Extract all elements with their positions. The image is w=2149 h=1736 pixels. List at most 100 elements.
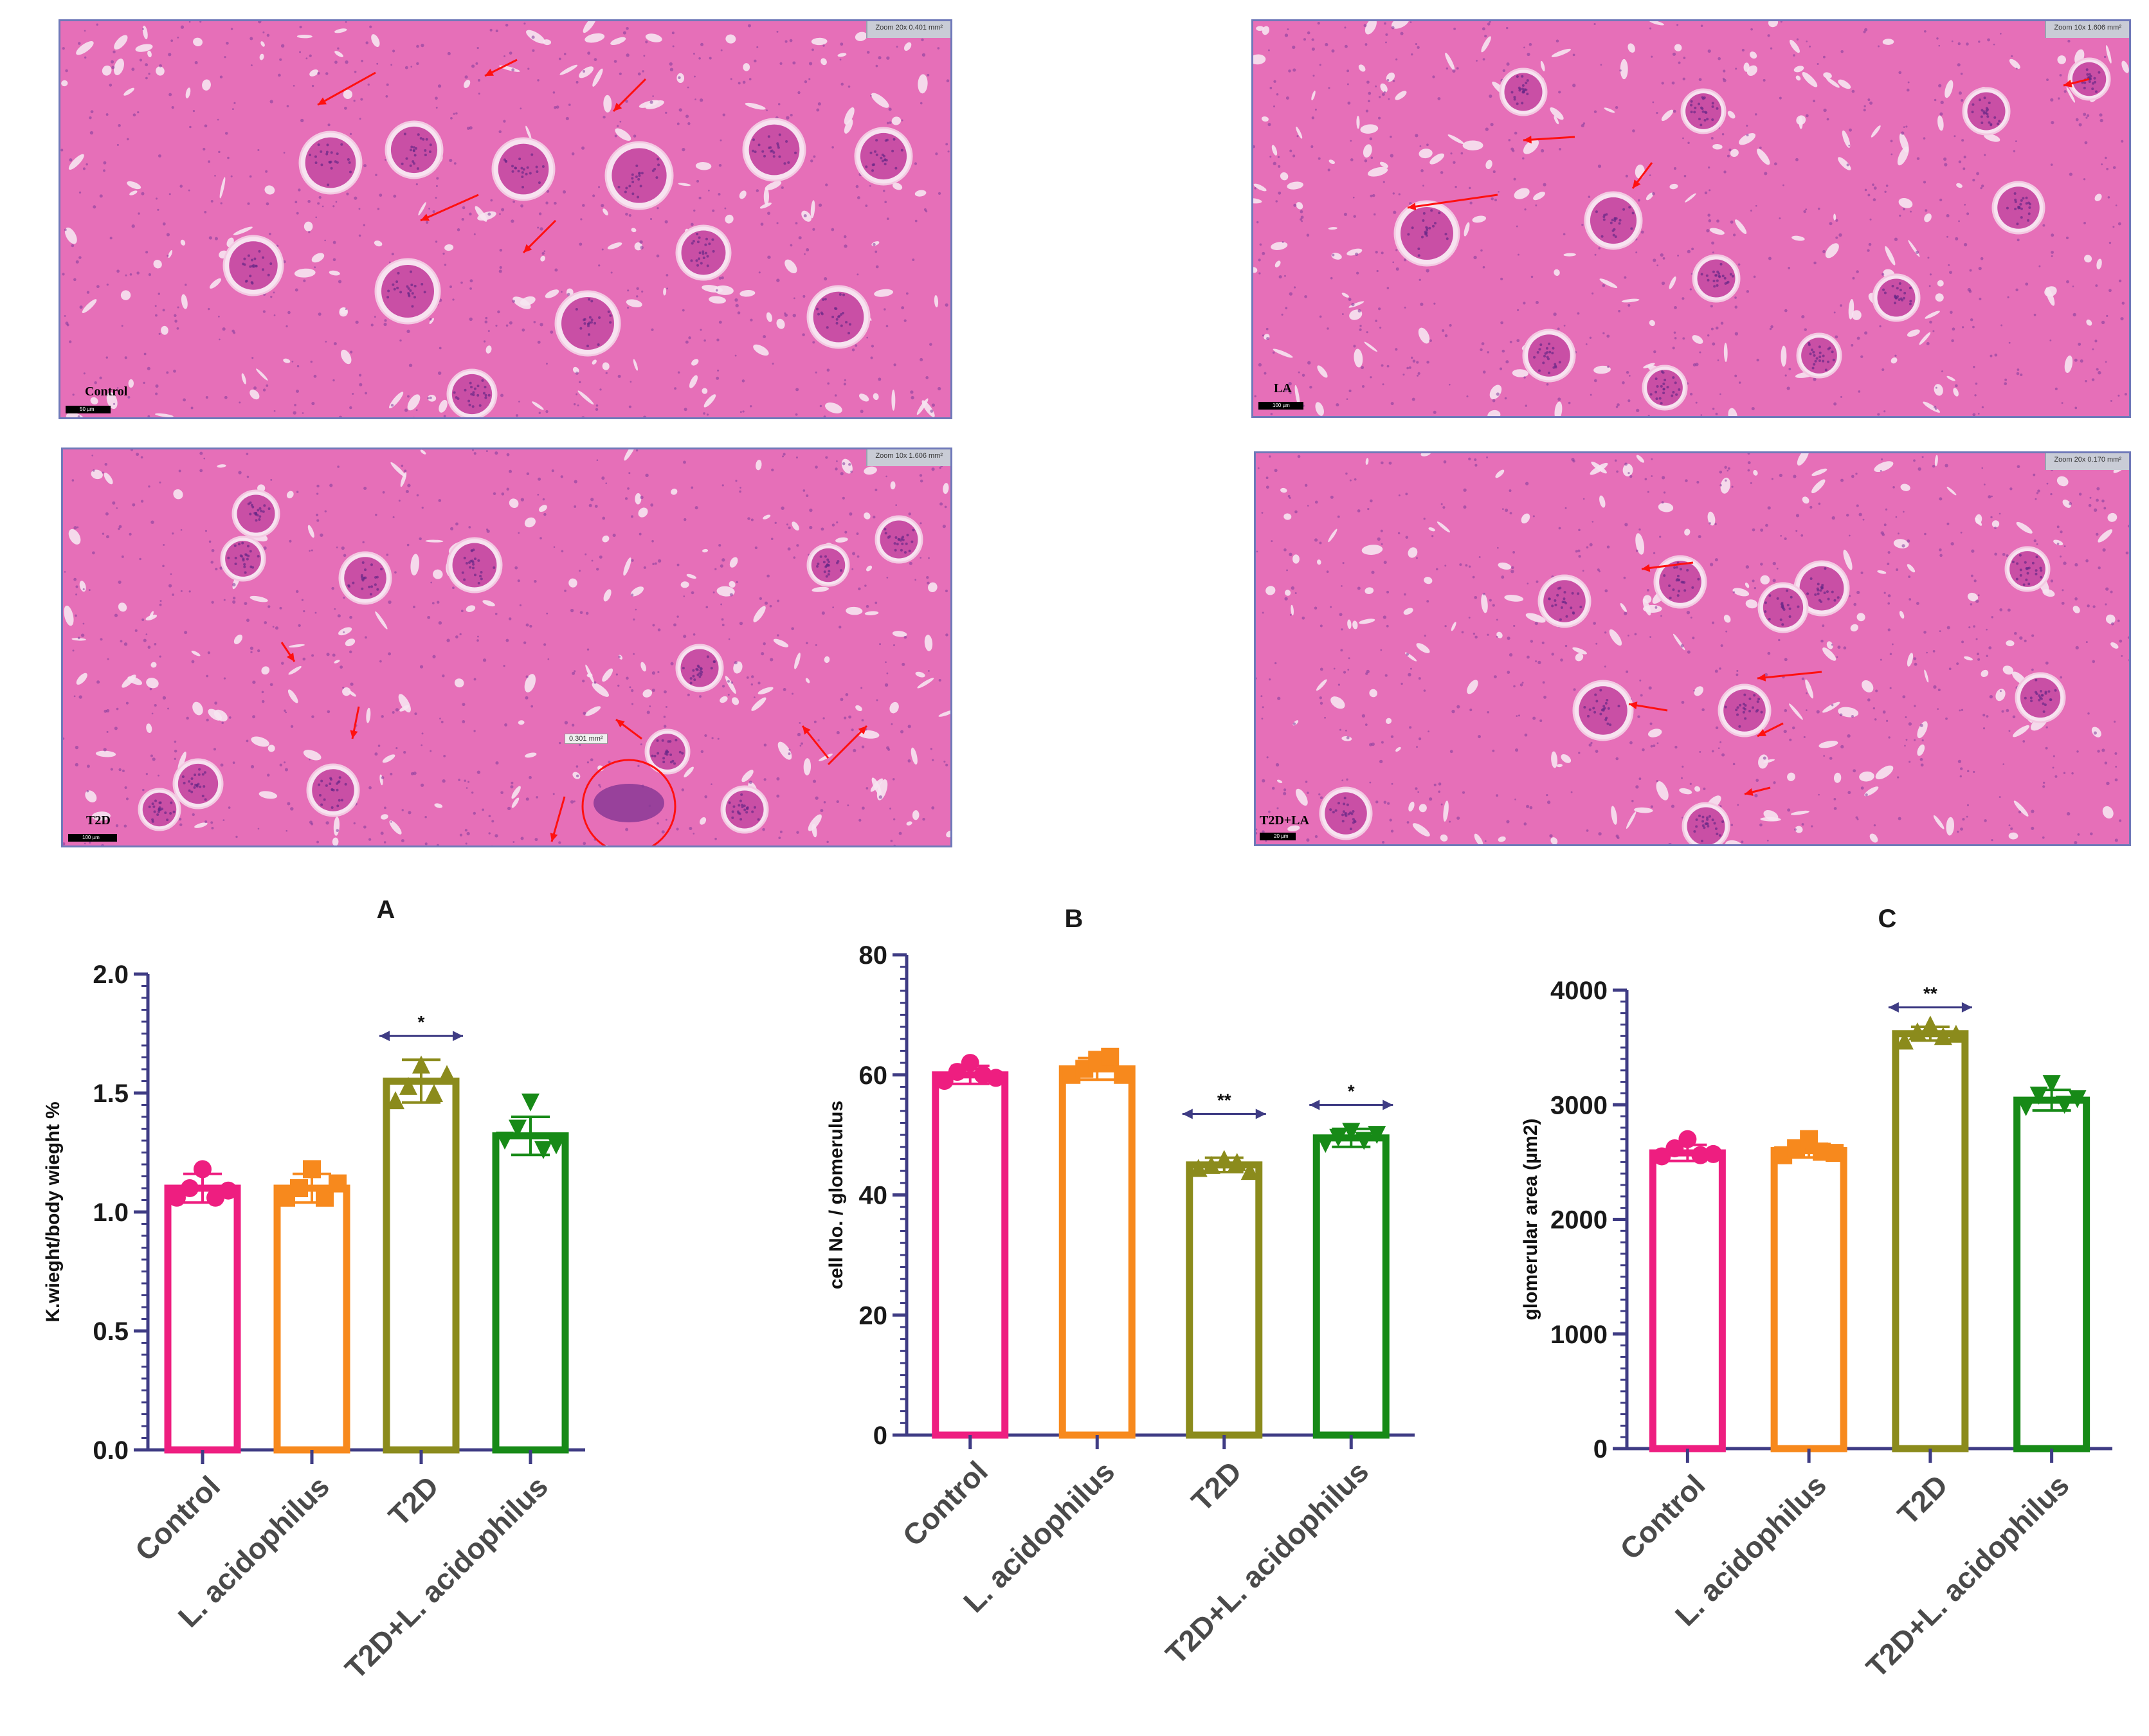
- nucleus-dot: [281, 662, 284, 665]
- tubule-lumen: [1805, 679, 1814, 699]
- tubule-lumen: [1554, 269, 1560, 276]
- nucleus-dot: [625, 100, 628, 103]
- nucleus-dot: [1438, 790, 1440, 793]
- tubule-lumen: [1481, 593, 1488, 613]
- nucleus-dot: [691, 486, 694, 489]
- glomerulus-nucleus: [778, 155, 781, 158]
- nucleus-dot: [2011, 55, 2013, 57]
- nucleus-dot: [1994, 526, 1997, 529]
- tubule-lumen: [597, 765, 604, 772]
- nucleus-dot: [714, 837, 717, 840]
- tubule-lumen: [1967, 592, 1979, 602]
- nucleus-dot: [2046, 78, 2049, 81]
- nucleus-dot: [914, 219, 918, 222]
- nucleus-dot: [615, 673, 618, 676]
- tubule-lumen: [729, 557, 738, 568]
- tubule-lumen: [892, 631, 907, 637]
- y-tick-label: 1.0: [93, 1198, 129, 1227]
- nucleus-dot: [2105, 603, 2107, 606]
- y-axis-label: cell No. / glomerulus: [826, 1101, 847, 1289]
- tubule-lumen: [1408, 801, 1415, 812]
- glomerulus-nucleus: [875, 139, 878, 142]
- nucleus-dot: [1348, 657, 1350, 660]
- glomerulus-nucleus: [2083, 81, 2087, 84]
- tubule-lumen: [2096, 258, 2102, 269]
- nucleus-dot: [487, 330, 490, 332]
- nucleus-dot: [1685, 479, 1688, 482]
- tubule-lumen: [1628, 43, 1635, 53]
- tubule-lumen: [2009, 59, 2020, 69]
- glomerulus-nucleus: [234, 562, 237, 565]
- tubule-lumen: [338, 627, 352, 636]
- tubule-lumen: [366, 707, 371, 723]
- glomerulus-nucleus: [1660, 402, 1663, 405]
- nucleus-dot: [1847, 734, 1851, 738]
- nucleus-dot: [1835, 219, 1838, 222]
- tubule-lumen: [702, 548, 709, 553]
- nucleus-dot: [896, 46, 898, 48]
- nucleus-dot: [1366, 80, 1370, 84]
- glomerulus-nucleus: [241, 541, 244, 545]
- glomerulus-nucleus: [1909, 302, 1912, 305]
- nucleus-dot: [72, 393, 75, 396]
- nucleus-dot: [1945, 464, 1948, 467]
- nucleus-dot: [1598, 247, 1600, 249]
- nucleus-dot: [1289, 292, 1293, 296]
- glomerulus-nucleus: [1558, 361, 1561, 364]
- glomerulus-nucleus: [671, 759, 675, 763]
- nucleus-dot: [435, 197, 437, 199]
- nucleus-dot: [73, 278, 77, 282]
- glomerulus-nucleus: [338, 776, 341, 779]
- nucleus-dot: [1557, 327, 1560, 330]
- glomerulus-nucleus: [181, 775, 185, 779]
- red-arrow-head: [550, 833, 558, 842]
- nucleus-dot: [469, 126, 473, 130]
- nucleus-dot: [220, 763, 224, 767]
- nucleus-dot: [533, 321, 536, 323]
- nucleus-dot: [1262, 334, 1265, 337]
- nucleus-dot: [432, 210, 435, 213]
- nucleus-dot: [178, 817, 182, 821]
- tubule-lumen: [399, 705, 410, 712]
- tubule-lumen: [1826, 641, 1833, 649]
- nucleus-dot: [1386, 365, 1390, 368]
- glomerulus-nucleus: [1760, 710, 1763, 714]
- tubule-lumen: [1822, 701, 1840, 713]
- nucleus-dot: [1865, 793, 1868, 797]
- tubule-lumen: [700, 817, 707, 825]
- nucleus-dot: [709, 57, 712, 60]
- nucleus-dot: [1589, 543, 1593, 547]
- nucleus-dot: [2110, 590, 2113, 593]
- nucleus-dot: [1593, 622, 1597, 625]
- nucleus-dot: [1787, 417, 1790, 418]
- nucleus-dot: [717, 737, 720, 740]
- nucleus-dot: [1261, 718, 1264, 720]
- glomerulus-nucleus: [368, 585, 371, 588]
- tubule-lumen: [821, 58, 827, 66]
- tubule-lumen: [518, 720, 525, 725]
- nucleus-dot: [335, 201, 338, 203]
- nucleus-dot: [2033, 473, 2036, 476]
- nucleus-dot: [930, 410, 934, 413]
- nucleus-dot: [1986, 628, 1988, 631]
- nucleus-dot: [665, 705, 667, 708]
- nucleus-dot: [1907, 81, 1910, 84]
- y-tick-label: 1.5: [93, 1080, 129, 1108]
- nucleus-dot: [1833, 311, 1836, 314]
- glomerulus-nucleus: [1894, 302, 1897, 305]
- nucleus-dot: [1453, 27, 1456, 30]
- nucleus-dot: [1883, 523, 1887, 527]
- glomerulus-nucleus: [884, 158, 887, 161]
- nucleus-dot: [932, 759, 934, 761]
- nucleus-dot: [674, 387, 677, 390]
- tubule-lumen: [1360, 124, 1379, 134]
- nucleus-dot: [1426, 269, 1429, 273]
- panel-label: Control: [85, 384, 128, 399]
- nucleus-dot: [381, 776, 385, 779]
- glomerulus-nucleus: [412, 160, 415, 163]
- glomerulus-nucleus: [1986, 108, 1990, 111]
- nucleus-dot: [792, 313, 796, 318]
- tubule-lumen: [579, 66, 594, 78]
- nucleus-dot: [1287, 494, 1291, 498]
- nucleus-dot: [727, 694, 730, 696]
